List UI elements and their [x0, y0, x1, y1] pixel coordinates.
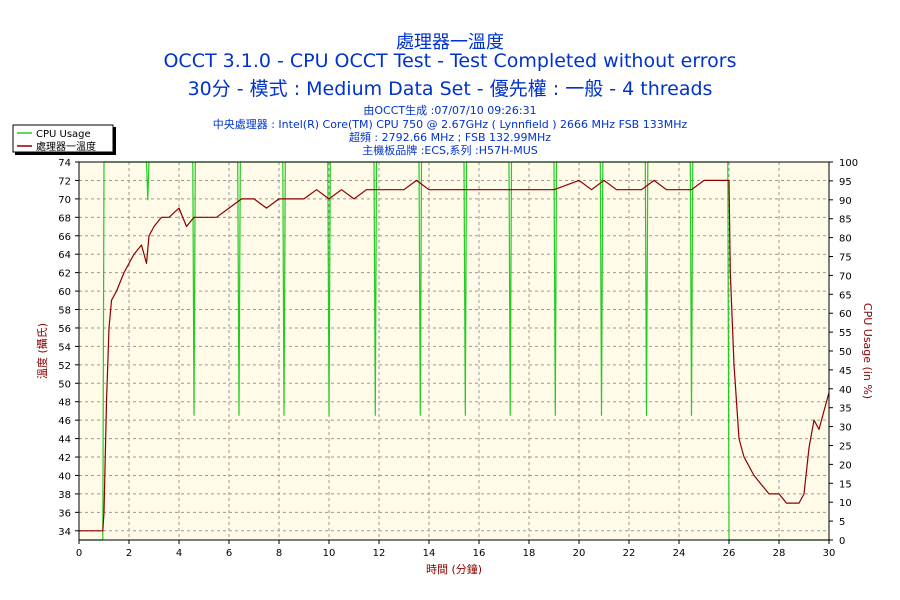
- y-right-tick-label: 40: [839, 385, 852, 396]
- x-tick-label: 28: [773, 548, 786, 559]
- chart-subtitle-mode: 30分 - 模式 : Medium Data Set - 優先權 : 一般 - …: [187, 78, 713, 100]
- y-left-tick-label: 72: [58, 176, 71, 187]
- y-right-tick-label: 30: [839, 423, 852, 434]
- y-left-tick-label: 40: [58, 471, 71, 482]
- x-tick-label: 4: [176, 548, 182, 559]
- info-cpu: 中央處理器 : Intel(R) Core(TM) CPU 750 @ 2.67…: [212, 118, 688, 131]
- x-tick-label: 12: [373, 548, 386, 559]
- x-tick-label: 16: [473, 548, 486, 559]
- y-left-axis-label: 溫度 (攝氏): [35, 323, 49, 379]
- x-tick-label: 14: [423, 548, 436, 559]
- y-right-tick-label: 65: [839, 290, 852, 301]
- grid: [79, 162, 829, 540]
- y-left-tick-label: 44: [58, 435, 71, 446]
- y-left-tick-label: 50: [58, 379, 71, 390]
- y-right-tick-label: 80: [839, 234, 852, 245]
- y-left-tick-label: 60: [58, 287, 71, 298]
- y-left-tick-label: 34: [58, 527, 71, 538]
- legend-shadow: [15, 152, 116, 155]
- legend-label: CPU Usage: [36, 129, 91, 140]
- y-right-tick-label: 25: [839, 442, 852, 453]
- chart-title: 處理器一溫度: [396, 32, 504, 53]
- info-generated: 由OCCT生成 :07/07/10 09:26:31: [363, 104, 537, 117]
- legend-box: [12, 124, 114, 153]
- y-left-tick-label: 66: [58, 232, 71, 243]
- y-left-tick-label: 56: [58, 324, 71, 335]
- chart-subtitle-test: OCCT 3.1.0 - CPU OCCT Test - Test Comple…: [163, 50, 737, 72]
- legend-shadow: [113, 127, 116, 154]
- y-right-tick-label: 75: [839, 253, 852, 264]
- y-left-tick-label: 70: [58, 195, 71, 206]
- y-left-tick-label: 58: [58, 306, 71, 317]
- y-right-axis-label: CPU Usage (in %): [861, 303, 874, 399]
- x-tick-label: 30: [823, 548, 836, 559]
- x-axis-label: 時間 (分鐘): [426, 562, 482, 576]
- y-right-tick-label: 15: [839, 479, 852, 490]
- y-right-tick-label: 5: [839, 517, 845, 528]
- y-left-tick-label: 46: [58, 416, 71, 427]
- y-left-tick-label: 62: [58, 269, 71, 280]
- y-right-tick-label: 90: [839, 196, 852, 207]
- x-tick-label: 0: [76, 548, 82, 559]
- temperature-line: [79, 179, 830, 532]
- y-left-tick-label: 36: [58, 508, 71, 519]
- y-right-tick-label: 20: [839, 460, 852, 471]
- x-tick-label: 6: [226, 548, 232, 559]
- y-right-tick-label: 95: [839, 177, 852, 188]
- plot-area: [79, 162, 829, 540]
- y-left-tick-label: 74: [58, 158, 71, 169]
- y-left-tick-label: 64: [58, 250, 71, 261]
- y-right-tick-label: 85: [839, 215, 852, 226]
- x-tick-label: 22: [623, 548, 636, 559]
- x-tick-label: 26: [723, 548, 736, 559]
- y-left-tick-label: 54: [58, 342, 71, 353]
- x-tick-label: 10: [323, 548, 336, 559]
- y-left-tick-label: 48: [58, 398, 71, 409]
- x-tick-label: 20: [573, 548, 586, 559]
- y-right-tick-label: 0: [839, 536, 845, 547]
- y-right-tick-label: 55: [839, 328, 852, 339]
- y-right-tick-label: 60: [839, 309, 852, 320]
- y-right-tick-label: 10: [839, 498, 852, 509]
- x-tick-label: 18: [523, 548, 536, 559]
- y-left-tick-label: 42: [58, 453, 71, 464]
- y-right-tick-label: 45: [839, 366, 852, 377]
- y-right-tick-label: 100: [839, 158, 858, 169]
- legend-label: 處理器一溫度: [36, 140, 96, 153]
- info-motherboard: 主機板品牌 :ECS,系列 :H57H-MUS: [362, 144, 538, 157]
- x-tick-label: 2: [126, 548, 132, 559]
- y-right-tick-label: 35: [839, 404, 852, 415]
- y-left-tick-label: 38: [58, 490, 71, 501]
- y-left-tick-label: 52: [58, 361, 71, 372]
- x-tick-label: 24: [673, 548, 686, 559]
- y-right-tick-label: 50: [839, 347, 852, 358]
- y-left-tick-label: 68: [58, 213, 71, 224]
- info-overclock: 超頻 : 2792.66 MHz ; FSB 132.99MHz: [348, 131, 552, 144]
- y-right-tick-label: 70: [839, 271, 852, 282]
- x-tick-label: 8: [276, 548, 282, 559]
